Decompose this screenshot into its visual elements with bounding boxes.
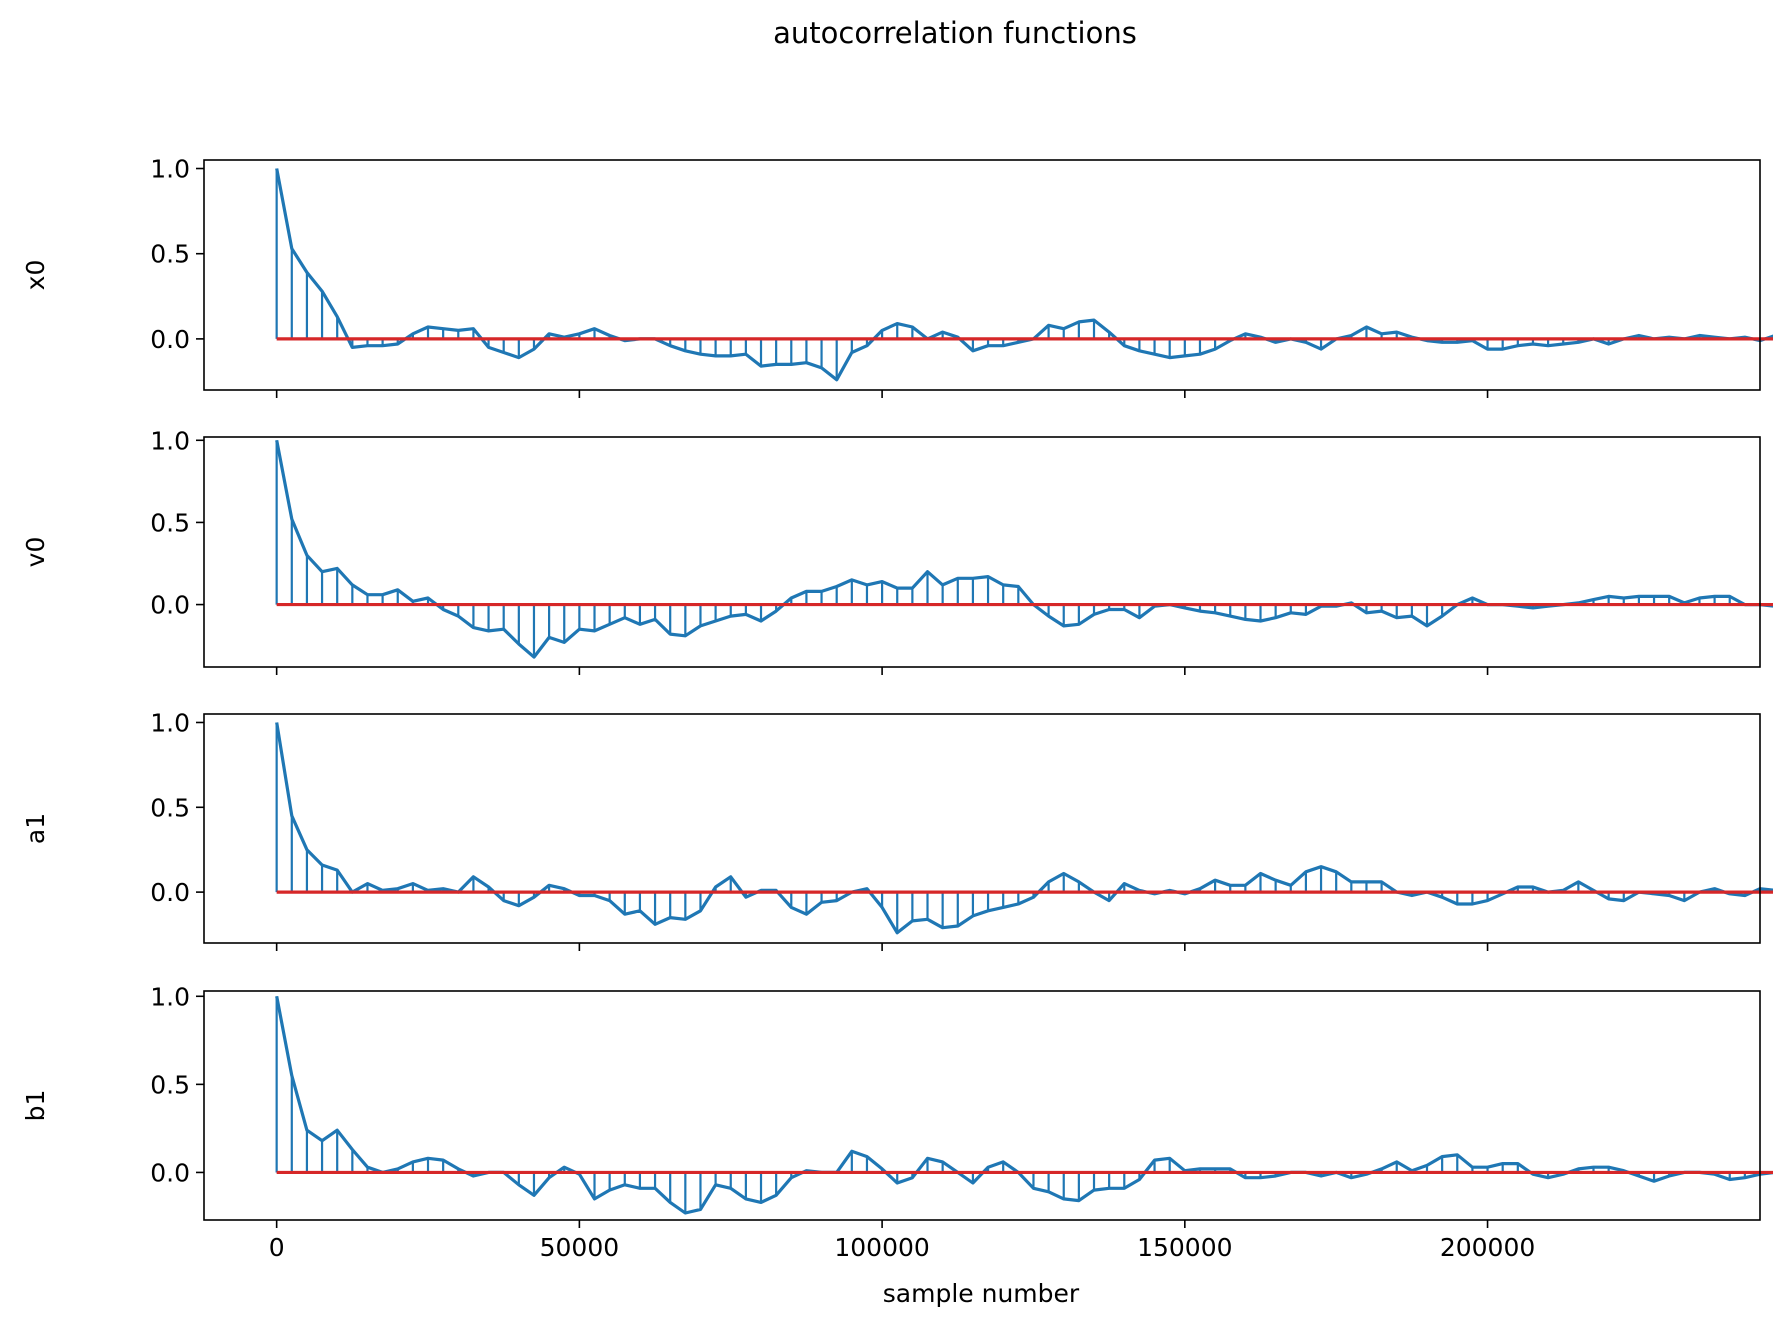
panel-ylabel: v0 xyxy=(21,537,50,568)
subplot-a1: 1.0 0.5 0.0 a1 xyxy=(21,708,1773,951)
axes-frame xyxy=(203,159,1761,391)
x-tick-label: 150000 xyxy=(1137,1233,1232,1262)
subplot-x0: 1.0 0.5 0.0 x0 xyxy=(21,155,1773,398)
subplot-b1: 1.0 0.5 0.0 0 50000 100000 150000 200000 b1 xyxy=(21,982,1773,1262)
x-tick-label: 0 xyxy=(269,1233,285,1262)
y-tick-label: 1.0 xyxy=(150,426,190,455)
y-tick-label: 1.0 xyxy=(150,708,190,737)
series-line xyxy=(275,439,1773,659)
y-tick-label: 0.0 xyxy=(150,878,190,907)
series-line xyxy=(275,996,1773,1215)
y-tick-label: 1.0 xyxy=(150,982,190,1011)
y-tick-label: 0.5 xyxy=(150,793,190,822)
series-line xyxy=(275,168,1773,382)
x-axis-label: sample number xyxy=(883,1279,1080,1308)
x-tick-label: 100000 xyxy=(834,1233,929,1262)
y-tick-label: 0.5 xyxy=(150,508,190,537)
y-tick-label: 0.0 xyxy=(150,1158,190,1187)
axes-frame xyxy=(203,436,1761,668)
panel-ylabel: a1 xyxy=(21,813,50,844)
panel-ylabel: b1 xyxy=(21,1090,50,1122)
y-tick-label: 0.5 xyxy=(150,1070,190,1099)
x-tick-label: 200000 xyxy=(1440,1233,1535,1262)
figure-title: autocorrelation functions xyxy=(773,16,1137,50)
y-tick-label: 0.0 xyxy=(150,591,190,620)
axes-frame xyxy=(203,713,1761,944)
subplot-v0: 1.0 0.5 0.0 v0 xyxy=(21,426,1773,675)
axes-frame xyxy=(203,990,1761,1221)
panel-ylabel: x0 xyxy=(21,260,50,291)
y-tick-label: 0.0 xyxy=(150,325,190,354)
x-tick-label: 50000 xyxy=(540,1233,620,1262)
y-tick-label: 1.0 xyxy=(150,155,190,184)
y-tick-label: 0.5 xyxy=(150,240,190,269)
series-line xyxy=(275,722,1773,935)
